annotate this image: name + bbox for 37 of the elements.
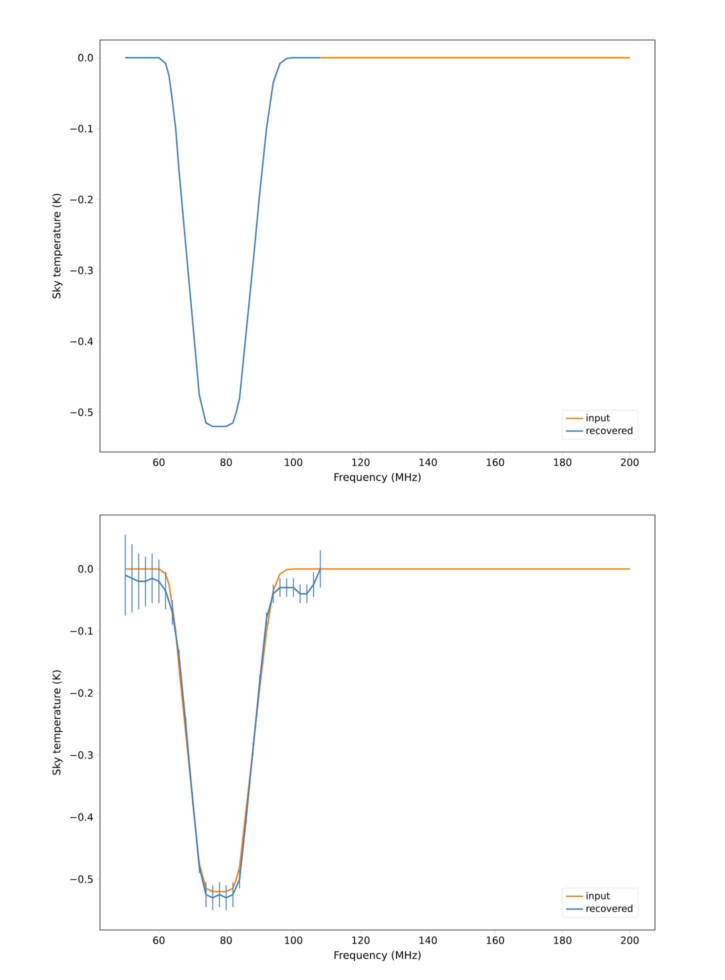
x-tick-label: 140: [420, 458, 437, 466]
y-tick-label: −0.5: [70, 875, 93, 883]
y-tick-label: −0.1: [70, 627, 93, 635]
legend-label: recovered: [586, 426, 632, 434]
legend-label: input: [586, 414, 610, 424]
x-tick-label: 100: [284, 458, 302, 466]
y-tick-label: −0.1: [70, 124, 93, 132]
x-tick-label: 120: [352, 458, 370, 466]
legend-label: input: [586, 892, 610, 902]
x-tick-label: 200: [621, 458, 639, 466]
y-axis-title: Sky temperature (K): [52, 194, 62, 298]
x-tick-label: 160: [486, 936, 504, 944]
y-tick-label: 0.0: [78, 565, 93, 573]
y-tick-label: −0.2: [70, 689, 92, 697]
y-tick-label: −0.4: [70, 338, 93, 346]
x-tick-label: 80: [220, 458, 232, 466]
x-tick-label: 160: [486, 458, 504, 466]
x-tick-label: 80: [220, 936, 232, 944]
y-axis-title: Sky temperature (K): [52, 670, 62, 775]
y-tick-label: 0.0: [78, 54, 93, 62]
y-tick-label: −0.5: [70, 408, 93, 416]
y-tick-label: −0.2: [70, 196, 92, 204]
x-tick-label: 180: [554, 936, 572, 944]
x-tick-label: 60: [153, 936, 165, 944]
x-tick-label: 140: [420, 936, 437, 944]
x-tick-label: 60: [153, 458, 165, 466]
x-tick-label: 100: [284, 936, 302, 944]
x-axis-title: Frequency (MHz): [334, 950, 421, 961]
legend-label: recovered: [586, 904, 632, 912]
x-tick-label: 180: [554, 458, 572, 466]
y-tick-label: −0.4: [70, 813, 93, 821]
x-tick-label: 200: [621, 936, 639, 944]
line-series: [124, 568, 630, 892]
x-axis-title: Frequency (MHz): [334, 472, 421, 483]
x-tick-label: 120: [352, 936, 370, 944]
y-tick-label: −0.3: [70, 751, 93, 759]
y-tick-label: −0.3: [70, 266, 93, 274]
